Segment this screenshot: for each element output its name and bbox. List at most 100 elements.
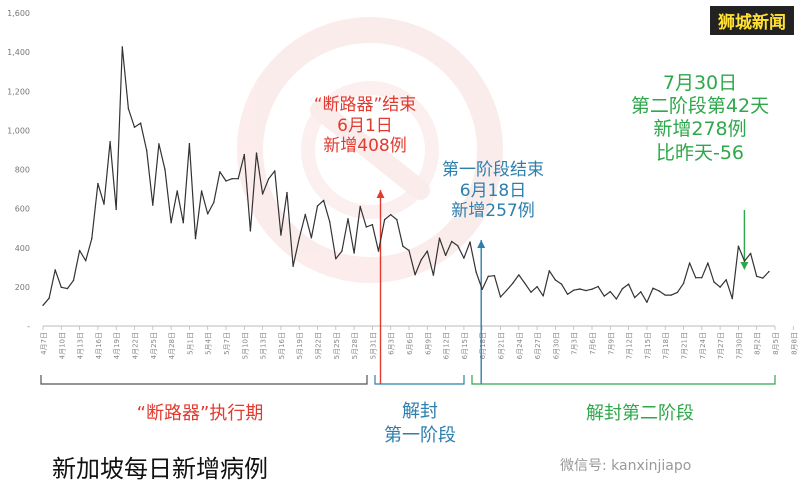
data-point: [658, 290, 660, 292]
y-tick-label: 400: [15, 244, 30, 253]
annotation-line: 比昨天-56: [655, 141, 745, 164]
x-tick-label: 6月30日: [552, 332, 560, 359]
data-point: [335, 258, 337, 260]
data-point: [627, 283, 630, 285]
data-point: [213, 201, 215, 204]
data-point: [164, 169, 166, 171]
data-point: [749, 252, 752, 255]
x-tick-label: 5月4日: [205, 332, 213, 355]
x-tick-label: 6月12日: [443, 332, 451, 359]
data-point: [158, 143, 160, 145]
data-point: [463, 257, 465, 259]
x-tick-label: 5月13日: [260, 332, 268, 359]
annotation-line: 新增278例: [653, 118, 747, 141]
x-tick-label: 5月28日: [351, 332, 359, 359]
x-tick-label: 5月31日: [369, 332, 377, 359]
x-tick-label: 7月15日: [644, 332, 652, 359]
y-tick-label: 800: [15, 166, 30, 175]
x-tick-label: 6月24日: [516, 332, 524, 359]
data-point: [719, 286, 721, 288]
data-point: [261, 193, 264, 195]
y-axis: - 200 400 600 800 1,000 1,200 1,400 1,600: [7, 9, 30, 331]
x-tick-label: 4月7日: [40, 332, 48, 355]
segment-label-circuit-breaker: “断路器”执行期: [136, 403, 264, 424]
data-point: [640, 291, 642, 293]
segment-line: 第一阶段: [384, 425, 456, 447]
data-point: [255, 152, 258, 154]
data-point: [652, 287, 654, 289]
segment-line: 解封: [402, 401, 438, 422]
x-tick-label: 5月22日: [315, 332, 323, 359]
data-point: [341, 250, 343, 252]
annotation-line: 新增257例: [451, 201, 535, 222]
x-tick-label: 7月3日: [571, 332, 579, 355]
data-point: [371, 224, 374, 226]
data-point: [292, 265, 294, 267]
data-point: [414, 274, 416, 276]
data-point: [609, 290, 611, 293]
segment-label-phase2: 解封第二阶段: [586, 403, 694, 424]
x-tick-label: 6月9日: [424, 332, 432, 355]
data-point: [603, 295, 605, 297]
annotation-phase1-end: 第一阶段结束 6月18日 新增257例: [418, 160, 568, 222]
data-point: [60, 286, 62, 288]
annotation-line: 6月18日: [459, 180, 527, 201]
data-point: [768, 270, 770, 273]
data-point: [536, 286, 538, 288]
data-point: [219, 171, 221, 173]
data-point: [762, 277, 764, 279]
x-tick-label: 4月10日: [58, 332, 66, 359]
data-point: [329, 221, 331, 223]
x-tick-label: 5月16日: [278, 332, 286, 359]
data-point: [152, 204, 154, 206]
data-point: [225, 180, 227, 182]
data-point: [701, 277, 703, 279]
data-point: [426, 250, 428, 252]
data-point: [78, 249, 81, 252]
data-point: [72, 279, 75, 282]
data-point: [298, 237, 300, 240]
y-tick-label: 1,000: [7, 126, 30, 135]
data-point: [725, 279, 727, 281]
x-tick-label: 5月19日: [296, 332, 304, 359]
data-point: [481, 288, 483, 291]
x-tick-label: 4月16日: [95, 332, 103, 359]
data-point: [396, 218, 398, 221]
data-point: [548, 270, 550, 272]
phase-markers: [376, 190, 749, 384]
data-point: [176, 190, 178, 192]
x-tick-label: 7月24日: [699, 332, 707, 359]
data-point: [97, 182, 99, 185]
x-axis: 4月7日 4月10日 4月13日 4月16日 4月19日 4月22日 4月25日 4月28日 5…: [40, 325, 798, 359]
data-point: [432, 274, 435, 276]
data-point: [231, 178, 233, 180]
x-tick-label: 5月25日: [333, 332, 341, 359]
data-point: [280, 234, 282, 236]
data-point: [365, 226, 367, 228]
annotation-jul30: 7月30日 第二阶段第42天 新增278例 比昨天-56: [595, 72, 800, 165]
x-tick-label: 4月28日: [168, 332, 176, 359]
data-point: [182, 222, 184, 224]
data-point: [286, 191, 288, 194]
x-tick-label: 4月25日: [150, 332, 158, 359]
y-tick-label: 1,400: [7, 48, 30, 57]
series-line: [42, 46, 770, 306]
data-point: [743, 260, 746, 262]
data-point: [48, 297, 50, 299]
data-point: [457, 245, 459, 247]
data-point: [121, 46, 124, 48]
jul30-arrow-head: [740, 262, 749, 270]
data-point: [615, 298, 618, 300]
data-point: [390, 214, 392, 216]
data-point: [103, 203, 105, 205]
x-tick-label: 4月22日: [132, 332, 140, 359]
y-tick-label: 200: [15, 283, 30, 292]
data-point: [621, 287, 624, 290]
data-point: [170, 222, 172, 224]
data-point: [268, 178, 270, 180]
x-tick-label: 8月2日: [754, 332, 762, 355]
data-point: [542, 295, 544, 297]
data-point: [493, 275, 496, 277]
x-tick-label: 7月27日: [717, 332, 725, 359]
